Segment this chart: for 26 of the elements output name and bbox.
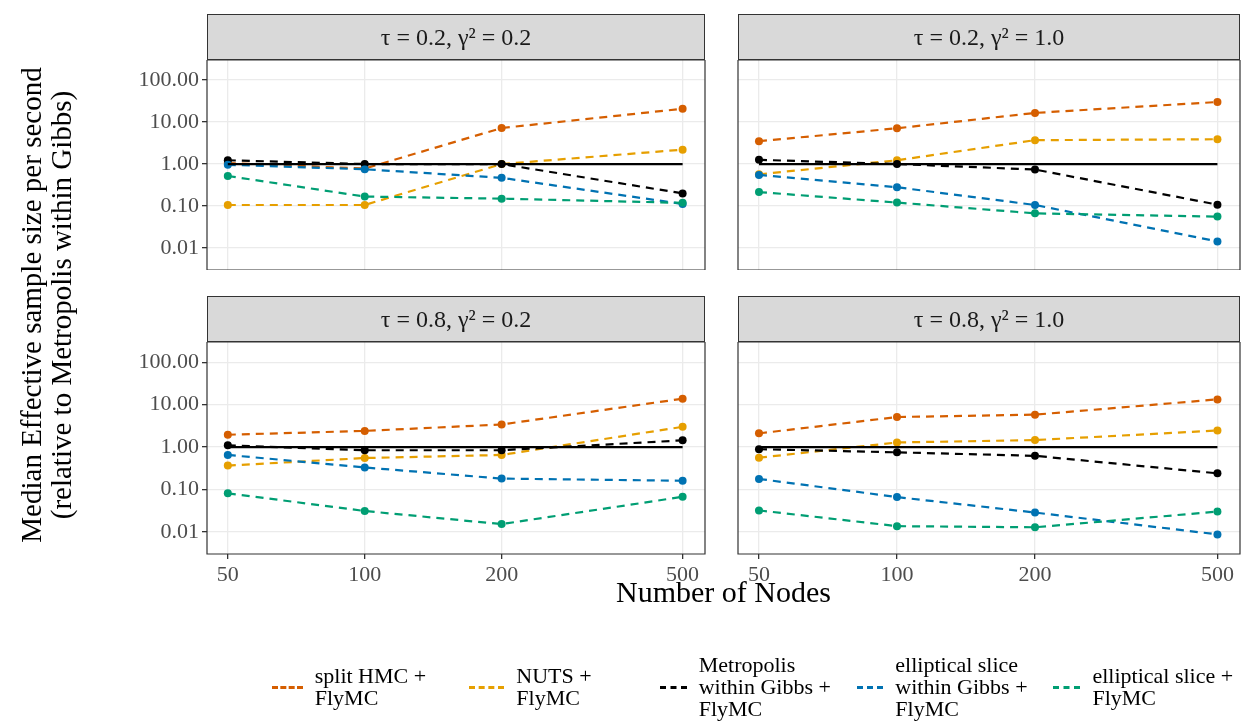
- y-tick-label: 0.10: [160, 475, 199, 501]
- chart-title: τ = 0.8, γ² = 0.2: [207, 296, 705, 342]
- y-tick-label: 0.01: [160, 517, 199, 543]
- chart-title: τ = 0.2, γ² = 1.0: [738, 14, 1240, 60]
- legend-label: NUTS + FlyMC: [516, 663, 593, 710]
- legend-label: elliptical slice within Gibbs + FlyMC: [895, 652, 1029, 721]
- legend-label: split HMC + FlyMC: [314, 663, 428, 710]
- y-tick-label: 0.01: [160, 233, 199, 259]
- chart-title: τ = 0.8, γ² = 1.0: [738, 296, 1240, 342]
- x-tick-label: 50: [216, 560, 239, 586]
- y-tick-label: 1.00: [160, 149, 199, 175]
- y-tick-label: 0.10: [160, 191, 199, 217]
- y-axis-title: Median Effective sample size per second (relative to Metropolis within Gibbs): [15, 66, 78, 545]
- legend-label: elliptical slice + FlyMC: [1092, 663, 1235, 710]
- y-tick-label: 1.00: [160, 432, 199, 458]
- y-tick-label: 10.00: [149, 390, 199, 416]
- legend-label: Metropolis within Gibbs + FlyMC: [698, 652, 832, 721]
- x-tick-label: 100: [348, 560, 382, 586]
- x-tick-label: 500: [1200, 560, 1234, 586]
- y-tick-label: 100.00: [138, 65, 199, 91]
- x-tick-label: 100: [880, 560, 914, 586]
- x-tick-label: 200: [485, 560, 519, 586]
- chart-title: τ = 0.2, γ² = 0.2: [207, 14, 705, 60]
- x-tick-label: 200: [1018, 560, 1052, 586]
- y-tick-label: 10.00: [149, 107, 199, 133]
- y-tick-label: 100.00: [138, 348, 199, 374]
